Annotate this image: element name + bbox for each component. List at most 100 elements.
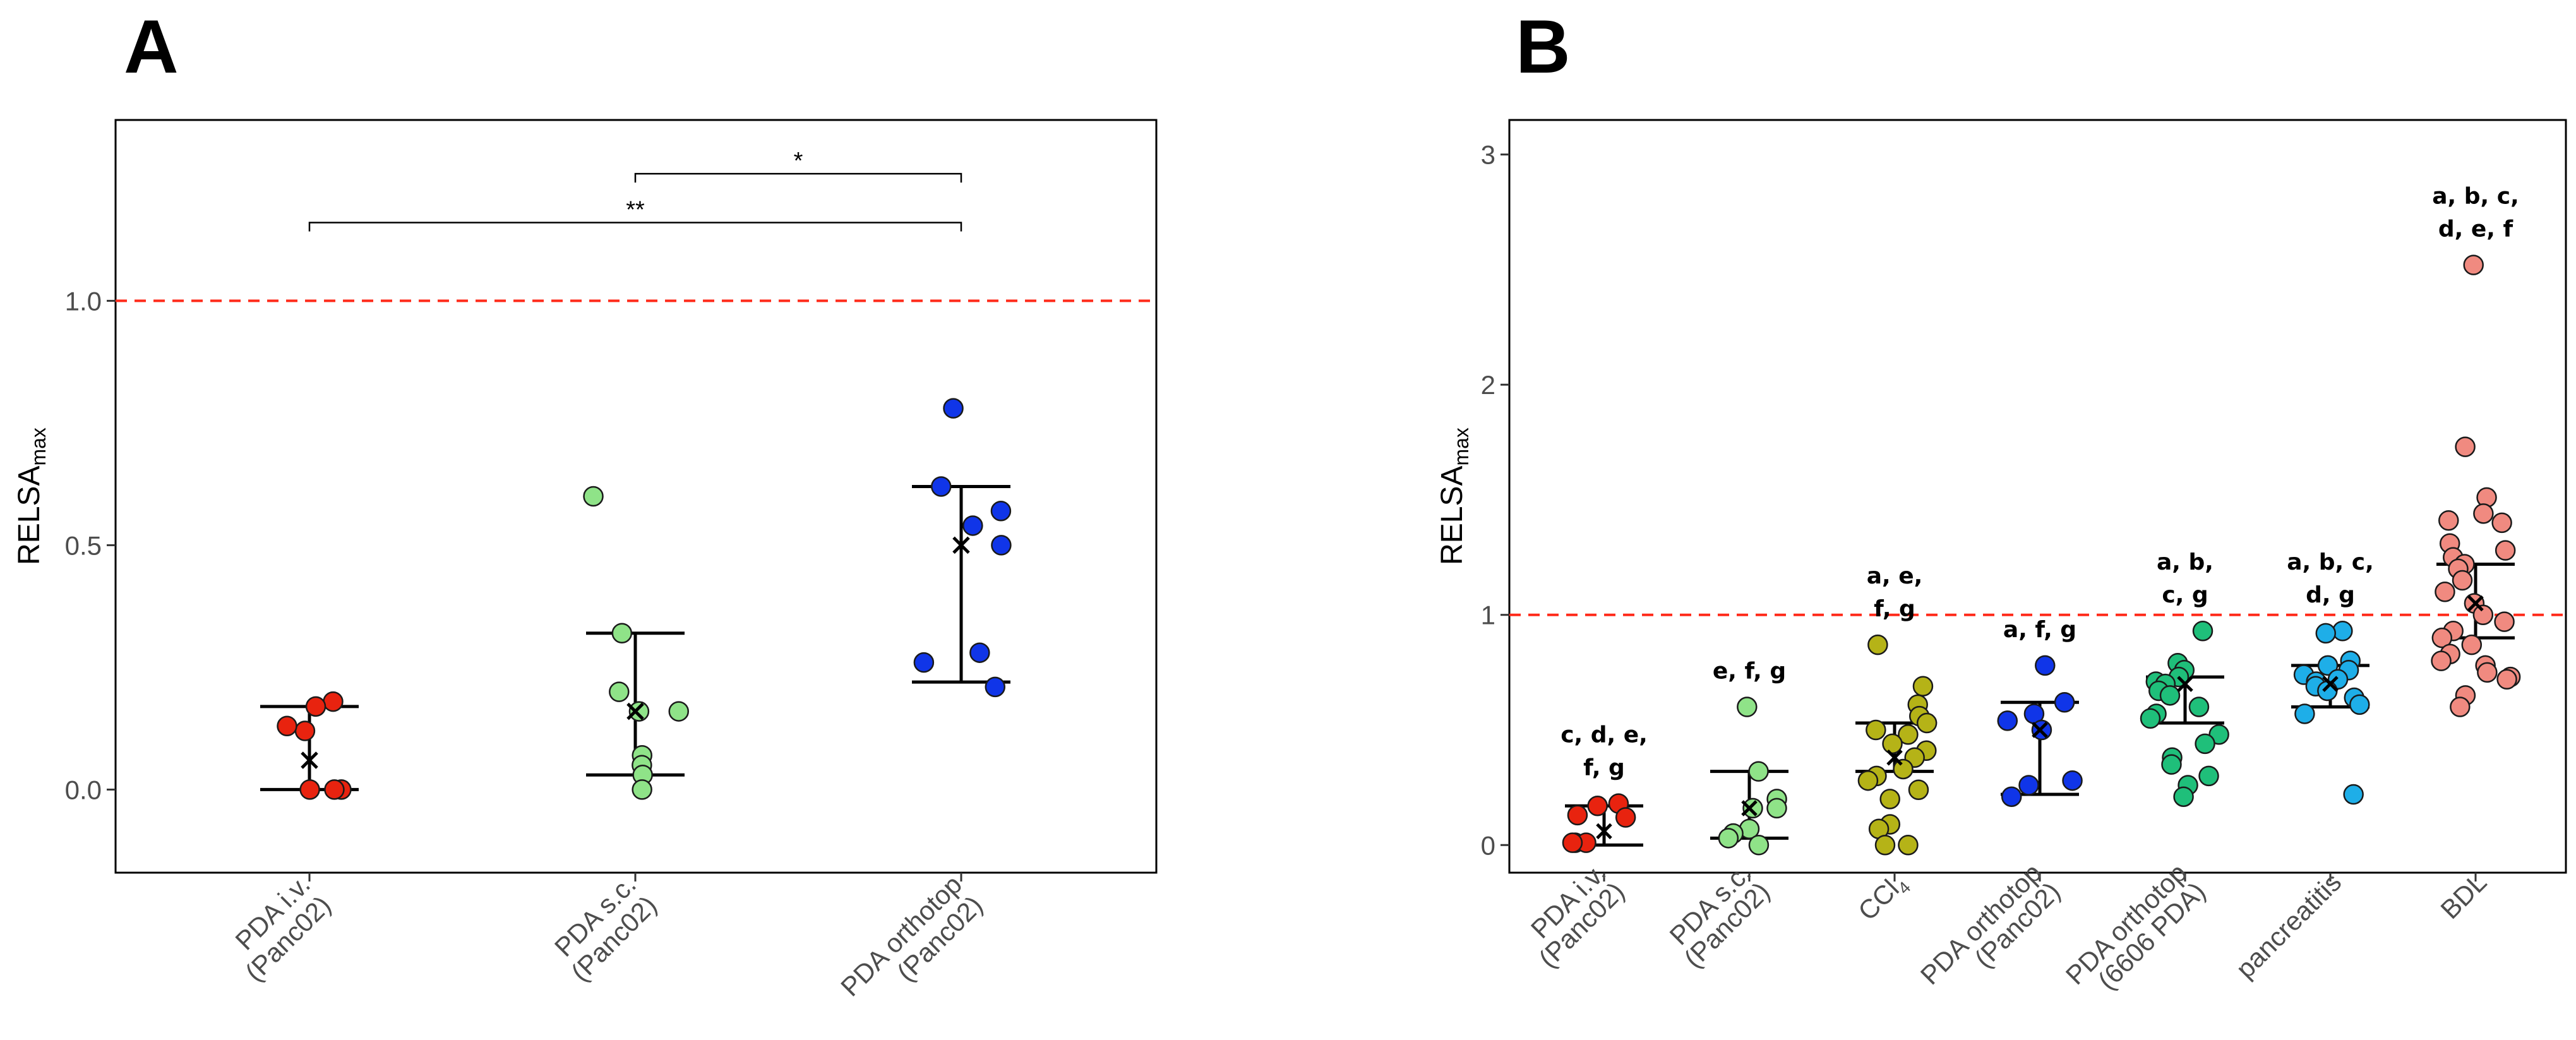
- panel-b-mean-marker: [2322, 676, 2339, 692]
- panel-b-data-point: [2495, 540, 2516, 561]
- panel-a-significance-brackets: ***: [308, 148, 962, 232]
- panel-a-data-point: [294, 720, 316, 741]
- panel-b-data-point: [2332, 620, 2353, 642]
- panel-a-error-bars: [260, 485, 1010, 791]
- panel-b-data-point: [1997, 710, 2018, 731]
- panel-b-data-point: [1737, 696, 1758, 717]
- panel-b-data-point: [2140, 708, 2161, 729]
- panel-b-data-point: [2452, 570, 2473, 591]
- panel-b-mean-marker: [2467, 595, 2484, 612]
- panel-b-data-point: [1866, 719, 1886, 741]
- panel-b-data-point: [1874, 835, 1896, 856]
- panel-b-letter-annotation: f, g: [1583, 755, 1625, 781]
- panel-b-mean-marker: [2032, 722, 2048, 738]
- panel-a-significance-stars: **: [626, 197, 645, 224]
- panel-b-data-point: [1912, 676, 1934, 696]
- panel-b-data-point: [2294, 703, 2315, 724]
- panel-b-data-point: [1748, 835, 1770, 856]
- panel-a-y-tick-label: 0.5: [65, 530, 102, 560]
- panel-b-data-point: [1766, 798, 1787, 819]
- panel-b-mean-marker: [1741, 800, 1758, 816]
- panel-b-points: [1562, 254, 2521, 856]
- panel-b-y-ticks: 0 1 2 3: [1481, 140, 1509, 860]
- panel-b-data-point: [1718, 828, 1739, 849]
- panel-a-data-point: [943, 398, 964, 419]
- panel-b-data-point: [1879, 789, 1900, 810]
- panel-b-data-point: [1615, 807, 1636, 828]
- panel-b-data-point: [2198, 765, 2219, 787]
- panel-a-data-point: [930, 476, 952, 497]
- panel-b-data-point: [1916, 712, 1938, 734]
- panel-b-letter-annotation: d, e, f: [2438, 217, 2513, 242]
- panel-b-data-point: [1742, 798, 1763, 819]
- panel-b-mean-marker: [1596, 823, 1612, 840]
- panel-b-data-point: [2195, 733, 2215, 755]
- panel-a-letter: A: [124, 4, 179, 89]
- panel-b-letter-annotation: a, e,: [1867, 563, 1923, 589]
- panel-b-data-point: [1867, 634, 1888, 655]
- panel-a-data-point: [305, 696, 326, 717]
- panel-b-data-point: [2001, 786, 2022, 807]
- panel-a-data-point: [628, 701, 650, 722]
- panel-a-data-point: [985, 676, 1006, 698]
- panel-b-data-point: [2435, 582, 2455, 602]
- panel-a-means: [301, 536, 970, 769]
- panel-b-data-point: [2159, 685, 2181, 706]
- panel-a-y-ticks: 0.0 0.5 1.0: [65, 286, 116, 804]
- panel-a-mean-marker: [952, 536, 970, 554]
- panel-b-data-point: [1748, 761, 1769, 782]
- panel-a-data-point: [913, 652, 935, 673]
- panel-b-mean-marker: [2177, 676, 2193, 692]
- panel-b-data-point: [2161, 754, 2182, 775]
- panel-a-data-point: [323, 691, 344, 712]
- panel-a-y-tick-label: 0.0: [65, 775, 102, 804]
- panel-a-data-point: [324, 779, 345, 800]
- panel-b-y-tick-label: 0: [1481, 830, 1495, 860]
- panel-b-data-point: [2472, 604, 2494, 625]
- panel-a-y-tick-label: 1.0: [65, 286, 102, 316]
- panel-b-data-point: [2343, 784, 2364, 805]
- panel-b-y-tick-label: 2: [1481, 370, 1495, 400]
- panel-b-data-point: [1898, 835, 1919, 856]
- panel-b-data-point: [2477, 662, 2498, 683]
- panel-b-data-point: [1908, 779, 1929, 801]
- panel-a-data-point: [611, 623, 633, 643]
- panel-b-data-point: [2192, 620, 2214, 642]
- panel-b-letter-annotation: a, b, c,: [2287, 549, 2374, 575]
- panel-b-data-point: [2461, 634, 2483, 655]
- panel-b-data-point: [2035, 655, 2056, 676]
- panel-b-letter-annotation: f, g: [1874, 596, 1915, 622]
- panel-b-data-point: [2450, 696, 2471, 717]
- panel-b-data-point: [1898, 724, 1919, 745]
- panel-b-data-point: [2473, 503, 2494, 524]
- panel-b-data-point: [1893, 758, 1914, 780]
- panel-a-y-axis-title: RELSAmax: [13, 427, 50, 565]
- panel-a-mean-marker: [301, 751, 318, 769]
- panel-b-data-point: [2317, 680, 2338, 702]
- panel-b-letter-annotation: e, f, g: [1713, 659, 1786, 684]
- panel-b-significance-letters: c, d, e, f, g e, f, g a, e, f, g a, f, g a, b,…: [1561, 184, 2519, 781]
- panel-a-data-point: [969, 642, 990, 663]
- panel-b-means: [1596, 595, 2484, 840]
- panel-a-data-point: [632, 779, 652, 800]
- panel-b-letter-annotation: d, g: [2306, 582, 2355, 608]
- panel-b-data-point: [2431, 627, 2453, 649]
- panel-b-data-point: [2438, 510, 2459, 531]
- panel-b-data-point: [1857, 770, 1879, 791]
- panel-b-data-point: [2491, 512, 2512, 534]
- panel-b-y-tick-label: 3: [1481, 140, 1495, 170]
- panel-b-y-axis-title: RELSAmax: [1435, 427, 1473, 565]
- panel-b-data-point: [2349, 694, 2370, 715]
- panel-b-data-point: [2494, 611, 2515, 632]
- panel-b-letter-annotation: c, g: [2162, 582, 2208, 608]
- panel-a-data-point: [299, 779, 320, 800]
- panel-b-data-point: [2317, 655, 2339, 676]
- panel-b-data-point: [1882, 733, 1903, 755]
- panel-a-data-point: [609, 681, 630, 702]
- panel-a-significance-stars: *: [794, 148, 803, 174]
- panel-b-data-point: [2455, 436, 2476, 457]
- panel-b-data-point: [2054, 692, 2075, 713]
- panel-b-data-point: [2173, 786, 2194, 807]
- panel-a-data-point: [668, 701, 690, 722]
